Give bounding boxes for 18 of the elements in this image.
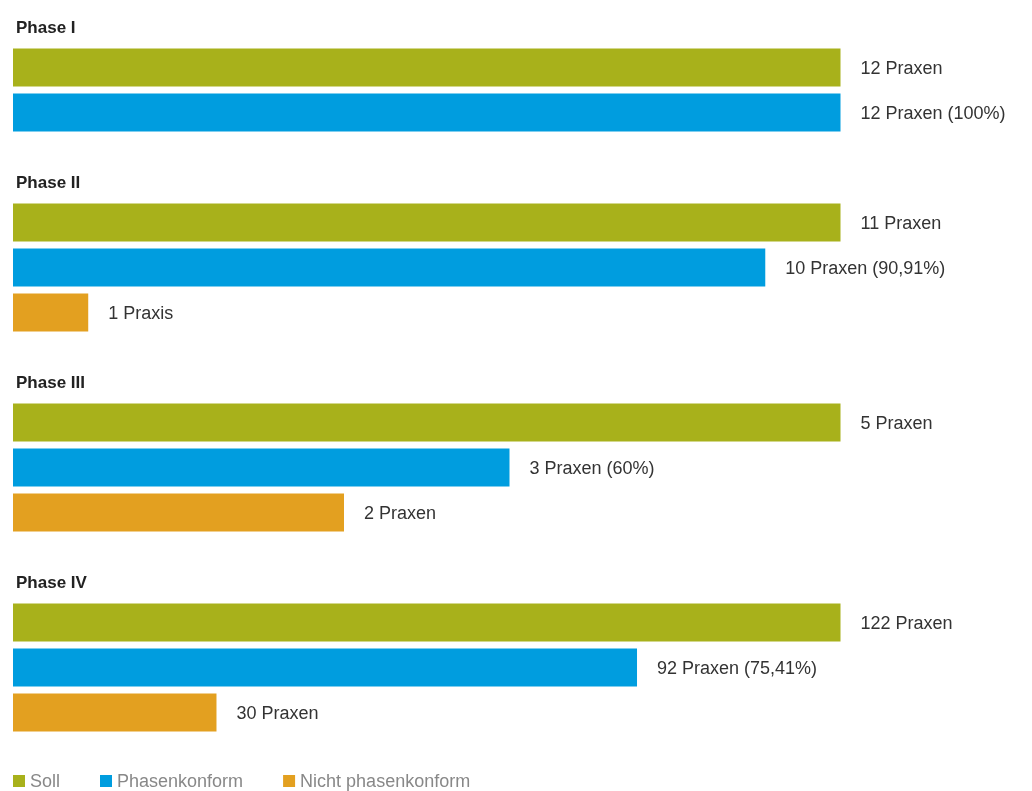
data-label: 1 Praxis [108, 302, 174, 323]
data-label: 92 Praxen (75,41%) [657, 657, 818, 678]
legend-label: Phasenkonform [117, 771, 244, 791]
data-label: 122 Praxen [860, 612, 953, 633]
data-label: 5 Praxen [860, 412, 933, 433]
chart-title: Phase II [16, 173, 81, 192]
data-label: 3 Praxen (60%) [529, 457, 655, 478]
data-label: 10 Praxen (90,91%) [785, 257, 946, 278]
data-label: 12 Praxen [860, 57, 943, 78]
legend-label: Soll [30, 771, 61, 791]
legend-label: Nicht phasenkonform [300, 771, 471, 791]
data-label: 11 Praxen [860, 212, 942, 233]
data-label: 30 Praxen [236, 702, 319, 723]
chart-title: Phase IV [16, 573, 88, 592]
chart-title: Phase I [16, 18, 76, 37]
data-label: 12 Praxen (100%) [860, 102, 1006, 123]
chart-title: Phase III [16, 373, 85, 392]
data-label: 2 Praxen [364, 502, 437, 523]
